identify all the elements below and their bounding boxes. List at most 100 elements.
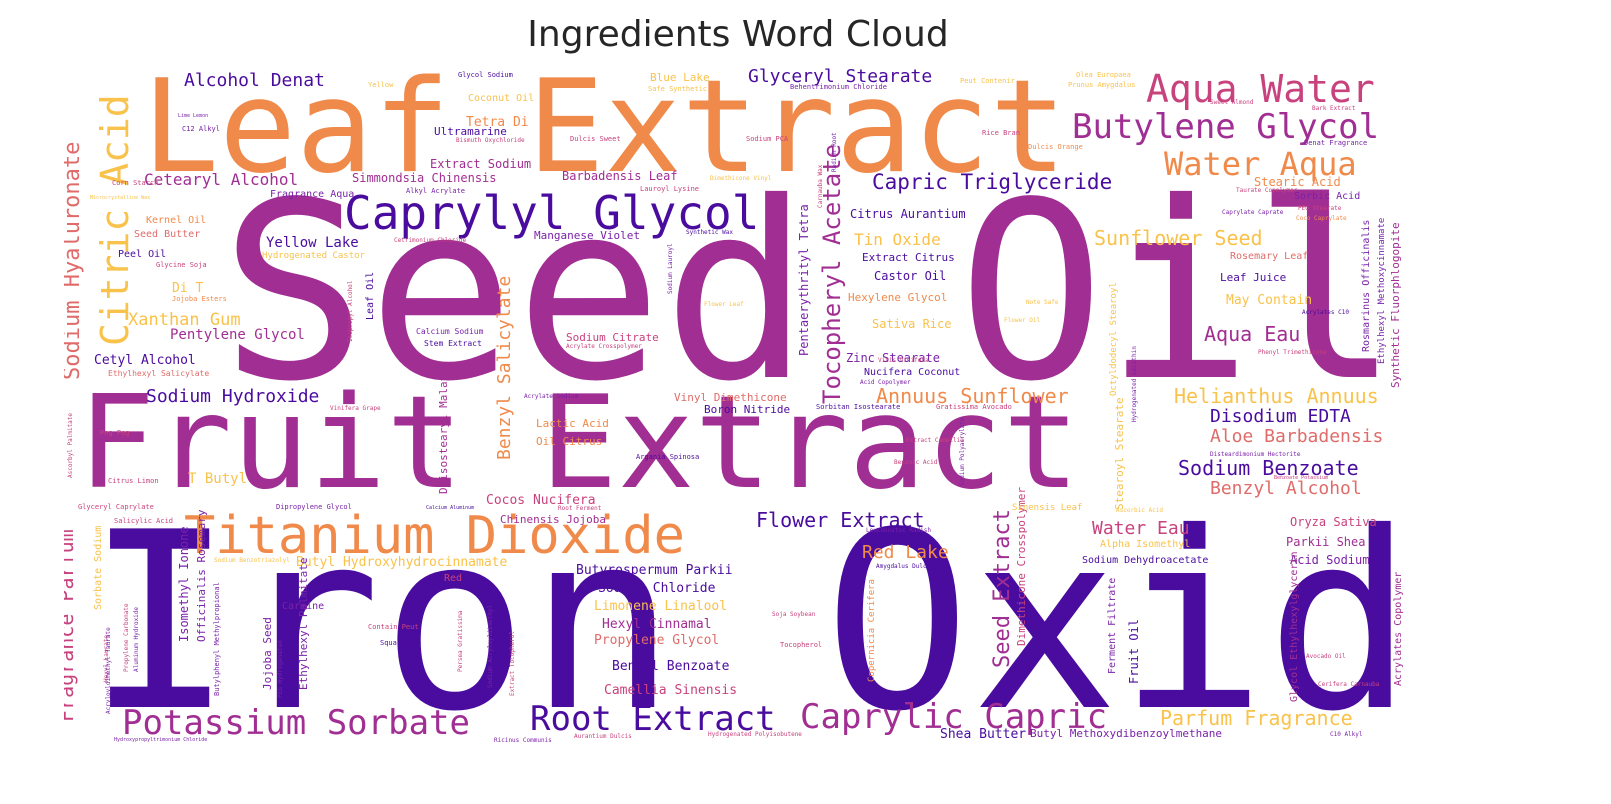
word-benzyl-benzoate: Benzyl Benzoate — [612, 659, 730, 674]
word-sodium-pca: Sodium PCA — [746, 135, 789, 143]
word-potassium-sorbate: Potassium Sorbate — [122, 703, 470, 743]
word-may-contain: May Contain — [1226, 293, 1313, 308]
word-lauroyl-lysine: Lauroyl Lysine — [640, 185, 700, 193]
word-sodium-hydroxide: Sodium Hydroxide — [146, 386, 320, 407]
word-cetearyl-alcohol: Cetearyl Alcohol — [144, 170, 299, 189]
word-peel-oil: Peel Oil — [118, 249, 167, 260]
word-peg-hydrogenated: PEG Hydrogenated — [277, 640, 284, 698]
word-helianthus-annuus: Helianthus Annuus — [1174, 384, 1379, 408]
word-aqua-water: Aqua Water — [1146, 67, 1375, 111]
word-corn-starch: Corn Starch — [112, 179, 159, 187]
word-sodium-chloride: Sodium Chloride — [598, 581, 716, 596]
word-propylene-carbonate: Propylene Carbonate — [123, 603, 130, 672]
word-boron-nitride: Boron Nitride — [704, 403, 791, 416]
word-fruit-extract: Fruit Extract — [78, 369, 1080, 518]
word-glyceryl-caprylate: Glyceryl Caprylate — [78, 503, 154, 511]
word-dulcis-sweet: Dulcis Sweet — [570, 135, 621, 143]
word-annuus-sunflower: Annuus Sunflower — [876, 384, 1069, 408]
word-acid-copolymer: Acid Copolymer — [860, 379, 911, 386]
word-kernel-oil: Kernel Oil — [146, 215, 207, 226]
word-leuconostoc-radish: Leuconostoc Radish — [866, 527, 932, 534]
word-radish-root: Radish Root — [831, 132, 838, 172]
word-leaf-oil: Leaf Oil — [365, 271, 376, 320]
word-butyl-hydroxy: Butyl Hydroxyhydrocinnamate — [296, 555, 508, 570]
word-peg-stearate: PEG Stearate — [1298, 205, 1342, 212]
word-stearic-acid: Stearic Acid — [1254, 175, 1341, 189]
word-glycine-soja: Glycine Soja — [156, 261, 207, 269]
word-flower-extract: Flower Extract — [756, 508, 925, 532]
word-limonene-linalool: Limonene Linalool — [594, 599, 728, 614]
word-cloud: Seed Oil Iron Oxide Leaf Extract Fruit E… — [64, 62, 1416, 756]
word-di-t: Di T — [172, 281, 204, 296]
word-seed-oil: Seed Oil — [220, 150, 1401, 435]
word-flower-leaf: Flower Leaf — [704, 301, 744, 308]
word-lime-lemon: Lime Lemon — [178, 113, 209, 119]
word-acrylates-copolymer: Acrylates Copolymer — [1393, 571, 1404, 686]
word-cetyl-alcohol: Cetyl Alcohol — [94, 353, 196, 368]
word-synthetic-wax: Synthetic Wax — [686, 229, 733, 236]
word-shea-butter: Shea Butter — [940, 727, 1027, 742]
word-olea-europaea: Olea Europaea — [1076, 71, 1131, 79]
word-fragrance-parfum: Fragrance Parfum — [64, 529, 78, 722]
word-caprylic-capric: Caprylic Capric — [800, 697, 1108, 737]
word-disodium-edta: Disodium EDTA — [1210, 406, 1351, 427]
word-leaf-juice: Leaf Juice — [1220, 271, 1287, 284]
word-dipropylene-glycol: Dipropylene Glycol — [276, 503, 352, 511]
word-sativa-rice: Sativa Rice — [872, 317, 952, 331]
word-ascorbic-acid: Ascorbic Acid — [1116, 507, 1163, 514]
word-salicylic-acid: Salicylic Acid — [114, 517, 174, 525]
word-aurantium-dulcis: Aurantium Dulcis — [574, 733, 632, 740]
word-rosmarinus-officinalis: Rosmarinus Officinalis — [1361, 219, 1372, 352]
word-alpha-isomethyl: Alpha Isomethyl — [1100, 539, 1191, 550]
word-titanium-dioxide: Titanium Dioxide — [184, 506, 685, 566]
word-cocos-nucifera: Cocos Nucifera — [486, 493, 596, 508]
word-extract-camellia: Extract Camellia — [906, 437, 964, 444]
word-hydrogenated-polyisobutene: Hydrogenated Polyisobutene — [708, 731, 802, 738]
word-stearoyl-stearate: Stearoyl Stearate — [1113, 397, 1126, 510]
word-pentaerythrityl-tetra: Pentaerythrityl Tetra — [797, 204, 811, 356]
word-benzoic-acid: Benzoic Acid — [894, 459, 938, 466]
word-seed-butter: Seed Butter — [134, 229, 201, 240]
word-argania-spinosa: Argania Spinosa — [636, 453, 700, 461]
word-alkyl-acrylate: Alkyl Acrylate — [406, 187, 466, 195]
word-sodium-polyacrylate: Sodium Polyacrylate — [959, 417, 966, 486]
word-persea-gratissima: Persea Gratissima — [457, 610, 464, 672]
word-fragrance-aqua: Fragrance Aqua — [270, 189, 355, 200]
word-iron-oxide: Iron Oxide — [86, 480, 1416, 756]
word-citrus-limon: Citrus Limon — [108, 477, 159, 485]
word-contain-peut: Contain Peut — [368, 623, 419, 631]
word-hexylene-glycol: Hexylene Glycol — [848, 291, 948, 304]
word-acryloyldimethyl-taurate: Acryloyldimethyl Taurate — [105, 627, 112, 714]
word-flower-oil: Flower Oil — [1004, 317, 1041, 324]
word-phenyl-trimethicone: Phenyl Trimethicone — [1258, 349, 1327, 356]
word-parfum-fragrance: Parfum Fragrance — [1160, 706, 1353, 730]
word-alcohol-denat: Alcohol Denat — [184, 70, 325, 91]
word-chinensis-jojoba: Chinensis Jojoba — [500, 513, 606, 526]
word-benzyl-alcohol: Benzyl Alcohol — [1210, 478, 1362, 499]
word-prunus-amygdalus: Prunus Amygdalus — [1068, 81, 1136, 89]
word-ultramarine: Ultramarine — [434, 125, 507, 138]
word-carmine: Carmine — [282, 601, 325, 612]
word-sweet-almond: Sweet Almond — [1210, 99, 1254, 106]
word-castor-oil: Castor Oil — [874, 269, 947, 283]
word-note-safe: Note Safe — [1026, 299, 1059, 306]
word-hexyl-cinnamal: Hexyl Cinnamal — [602, 617, 712, 632]
word-coconut-oil: Coconut Oil — [468, 93, 535, 104]
word-rice-bran: Rice Bran — [982, 129, 1020, 137]
word-c12-alkyl: C12 Alkyl — [182, 125, 220, 133]
word-calcium-sodium: Calcium Sodium — [416, 327, 484, 336]
word-xanthan-gum: Xanthan Gum — [128, 310, 241, 330]
word-acrylate-sodium: Acrylate Sodium — [524, 393, 579, 400]
word-butylphenyl-methylpropional: Butylphenyl Methylpropional — [213, 582, 221, 696]
word-caprylate-caprate: Caprylate Caprate — [1222, 209, 1284, 216]
word-yellow-lake: Yellow Lake — [266, 235, 359, 251]
word-tocopherol: Tocopherol — [780, 641, 823, 649]
word-amygdalus-dulcis: Amygdalus Dulcis — [876, 563, 934, 570]
word-ethylhexyl-palmitate: Ethylhexyl Palmitate — [297, 557, 310, 690]
word-ferment-filtrate: Ferment Filtrate — [1107, 577, 1118, 674]
word-zinc-stearate: Zinc Stearate — [846, 351, 940, 365]
word-sorbic-acid: Sorbic Acid — [1294, 191, 1361, 202]
word-sodium-citrate: Sodium Citrate — [566, 331, 659, 344]
word-butyrospermum-parkii: Butyrospermum Parkii — [576, 563, 733, 578]
word-micro-wax: Microcrystalline Wax — [90, 195, 151, 201]
